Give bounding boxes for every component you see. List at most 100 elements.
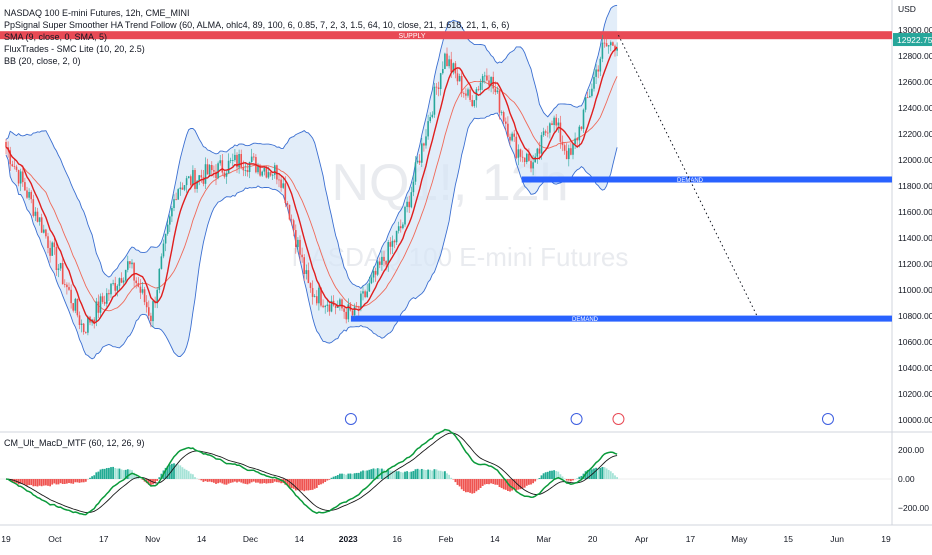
- candle-body: [68, 287, 70, 290]
- macd-histogram-bar: [156, 479, 158, 481]
- candle-body: [421, 143, 423, 162]
- price-tick-label: 10600.00: [898, 337, 932, 347]
- candle-body: [37, 212, 39, 222]
- macd-histogram-bar: [221, 479, 223, 483]
- candle-body: [345, 312, 347, 319]
- candle-body: [64, 284, 66, 285]
- candle-body: [261, 172, 263, 176]
- candle-body: [127, 261, 129, 270]
- macd-histogram-bar: [274, 479, 276, 482]
- price-tick-label: 12000.00: [898, 155, 932, 165]
- macd-histogram-bar: [100, 470, 102, 479]
- macd-histogram-bar: [345, 475, 347, 479]
- macd-histogram-bar: [444, 471, 446, 479]
- candle-body: [442, 69, 444, 73]
- candle-body: [5, 142, 7, 147]
- candle-body: [608, 45, 610, 46]
- macd-histogram-bar: [41, 479, 43, 486]
- macd-histogram-bar: [37, 479, 39, 486]
- candle-body: [148, 307, 150, 315]
- candle-body: [287, 203, 289, 205]
- candle-body: [219, 160, 221, 163]
- candle-body: [79, 315, 81, 325]
- macd-histogram-bar: [104, 469, 106, 479]
- macd-histogram-bar: [270, 479, 272, 483]
- macd-histogram-bar: [543, 473, 545, 479]
- indicator-sma[interactable]: SMA (9, close, 0, SMA, 5): [4, 32, 107, 43]
- macd-histogram-bar: [373, 468, 375, 479]
- macd-histogram-bar: [467, 479, 469, 492]
- candle-body: [604, 43, 606, 44]
- candle-body: [390, 242, 392, 247]
- macd-histogram-bar: [295, 479, 297, 490]
- macd-histogram-bar: [39, 479, 41, 486]
- candle-body: [402, 224, 404, 228]
- macd-title[interactable]: CM_Ult_MacD_MTF (60, 12, 26, 9): [4, 438, 145, 449]
- price-tick-label: 12600.00: [898, 77, 932, 87]
- macd-histogram-bar: [102, 469, 104, 479]
- candle-body: [553, 118, 555, 125]
- macd-histogram-bar: [413, 471, 415, 479]
- candle-body: [278, 180, 280, 181]
- candle-body: [142, 289, 144, 292]
- candle-body: [459, 76, 461, 81]
- candle-body: [308, 270, 310, 283]
- candle-body: [364, 291, 366, 297]
- macd-histogram-bar: [110, 467, 112, 479]
- macd-histogram-bar: [482, 479, 484, 486]
- macd-histogram-bar: [469, 479, 471, 493]
- candle-body: [423, 143, 425, 145]
- indicator-smc-lite[interactable]: FluxTrades - SMC Lite (10, 20, 2.5): [4, 44, 145, 55]
- macd-histogram-bar: [242, 479, 244, 483]
- macd-histogram-bar: [431, 471, 433, 479]
- indicator-bb[interactable]: BB (20, close, 2, 0): [4, 56, 81, 67]
- candle-body: [450, 59, 452, 72]
- candle-body: [545, 131, 547, 132]
- time-tick-label: 19: [1, 534, 11, 544]
- macd-histogram-bar: [35, 479, 37, 486]
- candle-body: [595, 69, 597, 76]
- macd-histogram-bar: [408, 472, 410, 479]
- macd-histogram-bar: [106, 468, 108, 479]
- candle-body: [45, 230, 47, 237]
- macd-histogram-bar: [56, 479, 58, 484]
- candle-body: [39, 217, 41, 221]
- candle-body: [593, 77, 595, 89]
- macd-histogram-bar: [98, 472, 100, 479]
- macd-histogram-bar: [425, 470, 427, 479]
- macd-histogram-bar: [417, 469, 419, 479]
- candle-body: [108, 293, 110, 294]
- candle-body: [272, 175, 274, 176]
- macd-histogram-bar: [24, 479, 26, 485]
- candle-body: [70, 290, 72, 303]
- macd-histogram-bar: [350, 474, 352, 479]
- candle-body: [591, 89, 593, 96]
- candle-body: [163, 244, 165, 257]
- macd-histogram-bar: [515, 479, 517, 491]
- candle-body: [429, 117, 431, 121]
- candle-body: [188, 176, 190, 178]
- candle-body: [467, 89, 469, 95]
- indicator-ppsignal[interactable]: PpSignal Super Smoother HA Trend Follow …: [4, 20, 509, 31]
- macd-histogram-bar: [421, 469, 423, 479]
- candle-body: [77, 299, 79, 315]
- candle-body: [488, 80, 490, 85]
- macd-histogram-bar: [255, 479, 257, 483]
- macd-histogram-bar: [465, 479, 467, 492]
- candle-body: [495, 88, 497, 92]
- macd-histogram-bar: [457, 479, 459, 485]
- macd-histogram-bar: [249, 479, 251, 483]
- candle-body: [568, 148, 570, 159]
- time-tick-label: Oct: [48, 534, 62, 544]
- candle-body: [555, 118, 557, 126]
- price-tick-label: 10800.00: [898, 311, 932, 321]
- macd-histogram-bar: [257, 479, 259, 483]
- candle-body: [562, 142, 564, 145]
- macd-histogram-bar: [177, 464, 179, 479]
- time-tick-label: 16: [392, 534, 402, 544]
- macd-histogram-bar: [476, 479, 478, 491]
- macd-histogram-bar: [524, 479, 526, 488]
- macd-histogram-bar: [436, 469, 438, 479]
- candle-body: [318, 288, 320, 304]
